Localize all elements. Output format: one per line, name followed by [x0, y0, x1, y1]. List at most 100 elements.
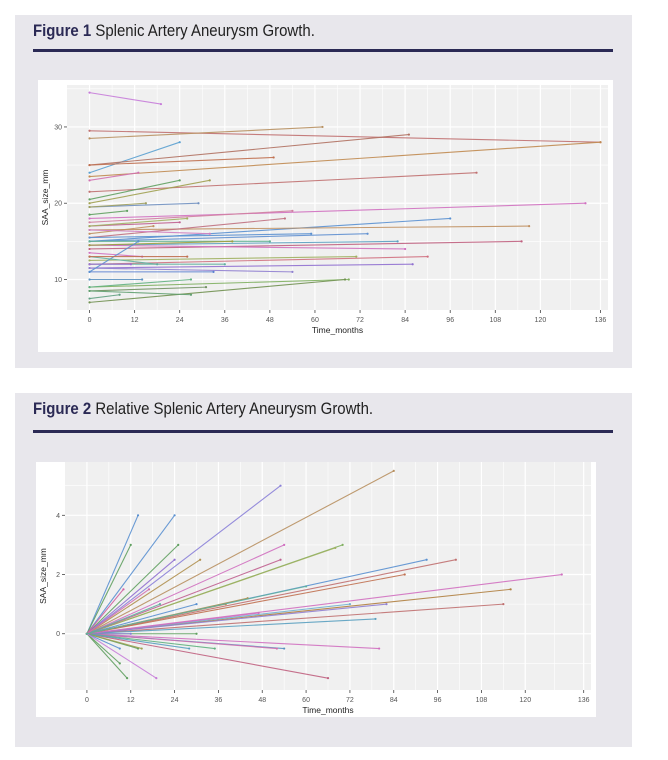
- data-point: [129, 543, 132, 547]
- data-point: [326, 677, 330, 680]
- series-line: [89, 278, 349, 288]
- series-line: [89, 210, 293, 223]
- series-line: [89, 267, 293, 273]
- series-line: [89, 92, 162, 105]
- series-line: [89, 217, 188, 227]
- y-axis-label: SAA_size_mm: [40, 170, 50, 226]
- data-point: [208, 232, 211, 235]
- data-point: [404, 247, 407, 251]
- x-tick-label: 0: [88, 317, 92, 324]
- data-point: [392, 469, 395, 472]
- x-tick-label: 84: [401, 317, 409, 324]
- data-point: [275, 647, 278, 650]
- data-point: [208, 179, 211, 182]
- x-tick-label: 72: [356, 317, 364, 324]
- series-line: [89, 233, 312, 239]
- figure-2-label: Figure 2: [33, 399, 92, 418]
- x-tick-label: 136: [595, 317, 607, 324]
- series-line: [86, 547, 336, 635]
- data-point: [88, 236, 91, 239]
- data-point: [88, 232, 91, 235]
- x-tick-label: 24: [171, 697, 179, 704]
- data-point: [118, 293, 121, 296]
- series-line: [86, 544, 179, 635]
- data-point: [197, 202, 200, 205]
- series-line: [89, 244, 406, 250]
- series-line: [89, 240, 233, 246]
- data-point: [88, 244, 91, 247]
- x-tick-label: 36: [215, 697, 223, 704]
- series-line: [89, 172, 477, 193]
- data-point: [156, 263, 159, 266]
- series-line: [89, 278, 192, 288]
- x-tick-label: 72: [346, 697, 354, 704]
- data-point: [88, 171, 91, 174]
- series-line: [89, 225, 154, 235]
- series-line: [86, 588, 124, 635]
- series-line: [89, 179, 180, 200]
- data-point: [155, 677, 158, 680]
- x-tick-label: 12: [127, 697, 135, 704]
- series-line: [89, 263, 413, 269]
- data-point: [454, 558, 457, 561]
- x-tick-label: 60: [311, 317, 319, 324]
- series-line: [86, 485, 281, 635]
- series-line: [89, 240, 522, 250]
- data-point: [268, 240, 271, 243]
- data-point: [520, 240, 523, 243]
- figure-1-divider: [33, 49, 613, 52]
- series-line: [86, 603, 161, 635]
- data-point: [140, 647, 143, 650]
- data-point: [426, 255, 429, 258]
- data-point: [223, 263, 226, 266]
- series-line: [89, 278, 346, 303]
- data-point: [126, 209, 129, 212]
- data-point: [347, 278, 350, 281]
- data-point: [88, 228, 91, 232]
- series-line: [89, 130, 601, 143]
- data-point: [199, 558, 202, 561]
- data-point: [584, 202, 587, 205]
- series-line: [89, 126, 323, 139]
- data-point: [502, 603, 505, 606]
- data-point: [560, 573, 563, 576]
- figure-2-divider: [33, 430, 613, 433]
- data-point: [147, 588, 151, 591]
- data-point: [283, 543, 286, 547]
- series-line: [86, 559, 456, 635]
- series-line: [89, 217, 285, 239]
- series-line: [89, 210, 128, 216]
- data-point: [272, 156, 275, 159]
- series-line: [89, 141, 180, 174]
- series-line: [89, 233, 368, 242]
- series-line: [89, 240, 398, 246]
- series-line: [89, 179, 210, 204]
- data-point: [186, 255, 189, 258]
- series-line: [86, 585, 307, 635]
- data-point: [88, 213, 91, 216]
- data-point: [291, 270, 294, 273]
- data-point: [186, 217, 189, 220]
- figure-1-chart: 0 12 24 36 48 60 72 84 96 108 120 136 10 20 30 Time_mon…: [40, 85, 608, 335]
- y-axis-label: SAA_size_mm: [38, 548, 48, 604]
- series-line: [86, 515, 139, 634]
- data-point: [204, 286, 208, 289]
- figure-1-plot: 0 12 24 36 48 60 72 84 96 108 120 136 10 20 30 Time_mon…: [38, 80, 613, 352]
- x-tick-label: 96: [434, 697, 442, 704]
- data-point: [88, 217, 91, 220]
- data-point: [88, 225, 91, 228]
- data-point: [195, 603, 198, 606]
- data-point: [144, 202, 147, 205]
- series-line: [89, 294, 120, 300]
- data-point: [88, 297, 91, 300]
- figure-2-panel: Figure 2 Relative Splenic Artery Aneurys…: [15, 393, 632, 747]
- data-point: [378, 647, 381, 650]
- series-line: [86, 633, 121, 650]
- series-line: [89, 290, 191, 296]
- series-line: [89, 256, 158, 265]
- data-point: [231, 240, 234, 243]
- series-line: [86, 633, 215, 650]
- data-point: [125, 677, 129, 680]
- data-point: [374, 617, 377, 621]
- series-line: [86, 544, 285, 635]
